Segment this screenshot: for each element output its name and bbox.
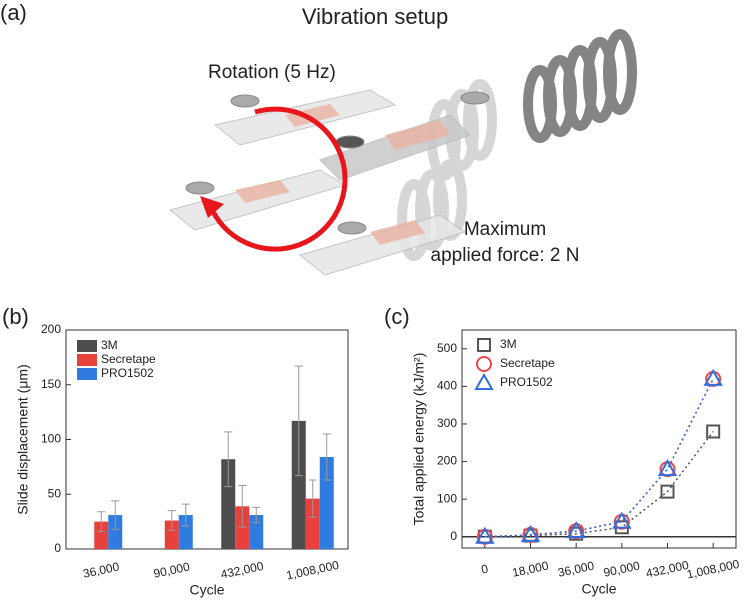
x-tick-label: 1,008,000 [685, 557, 740, 582]
y-tick-label: 0 [450, 529, 457, 543]
annotation: applied force: 2 N [431, 245, 580, 266]
legend-swatch [77, 340, 97, 352]
y-tick-label: 100 [41, 432, 61, 446]
x-tick-label: 0 [480, 562, 490, 577]
legend-label: PRO1502 [101, 366, 154, 380]
legend-label: PRO1502 [500, 375, 553, 389]
plot-frame [461, 329, 737, 549]
x-tick-label: 432,000 [219, 559, 265, 582]
bar [94, 521, 109, 549]
y-axis-label: Slide displacement (μm) [15, 364, 31, 514]
x-tick-label: 432,000 [645, 558, 691, 581]
series-line [484, 378, 714, 538]
error-bar [252, 506, 261, 524]
y-tick-label: 200 [41, 322, 61, 336]
legend-label: Secretape [500, 356, 555, 370]
y-tick-label: 0 [54, 541, 61, 555]
error-bar [111, 500, 120, 530]
x-tick-label: 90,000 [602, 558, 641, 579]
error-bar [224, 431, 233, 488]
illustration [168, 29, 637, 276]
y-tick-label: 100 [437, 491, 457, 505]
x-tick-label: 18,000 [511, 558, 550, 579]
marker [475, 526, 495, 544]
x-tick-label: 36,000 [82, 559, 121, 580]
x-tick-label: 1,008,000 [285, 558, 340, 583]
x-tick-label: 90,000 [152, 559, 191, 580]
marker [476, 356, 492, 372]
error-bar [181, 503, 190, 527]
marker [706, 424, 721, 439]
marker [474, 372, 494, 390]
annotation: Maximum [464, 219, 546, 240]
legend-swatch [77, 368, 97, 380]
bar [108, 515, 123, 549]
panel-label: (b) [2, 304, 29, 329]
error-bar [238, 484, 247, 528]
bar [305, 498, 320, 549]
bar [291, 420, 306, 549]
marker [520, 524, 541, 542]
y-tick-label: 50 [48, 486, 62, 500]
bar [249, 515, 264, 549]
y-tick-label: 300 [437, 416, 457, 430]
bar [164, 520, 179, 549]
panel-label: (a) [0, 0, 27, 25]
error-bar [97, 511, 106, 532]
bar [221, 459, 236, 549]
error-bar [322, 433, 331, 481]
legend-label: 3M [101, 338, 118, 352]
y-axis-label: Total applied energy (kJ/m²) [411, 353, 427, 526]
error-bar [308, 479, 317, 518]
x-tick-label: 36,000 [557, 558, 596, 579]
bar [178, 515, 193, 549]
error-bar [167, 510, 176, 531]
illustration-title: Vibration setup [302, 4, 448, 29]
marker [703, 368, 723, 386]
series-line [484, 378, 714, 538]
annotation: Rotation (5 Hz) [208, 62, 336, 83]
marker [612, 511, 632, 529]
marker [657, 459, 678, 477]
marker [477, 338, 491, 352]
legend-label: Secretape [101, 352, 156, 366]
x-axis-label: Cycle [581, 581, 616, 597]
series-line [484, 431, 714, 538]
x-axis-label: Cycle [189, 582, 224, 598]
y-tick-label: 500 [437, 341, 457, 355]
marker [566, 521, 586, 539]
bar [235, 506, 250, 549]
marker [660, 484, 675, 499]
legend-label: 3M [500, 337, 517, 351]
y-tick-label: 200 [437, 454, 457, 468]
legend-swatch [77, 354, 97, 366]
y-tick-label: 150 [41, 377, 61, 391]
error-bar [294, 365, 303, 477]
panel-label: (c) [384, 304, 410, 329]
y-tick-label: 400 [437, 379, 457, 393]
